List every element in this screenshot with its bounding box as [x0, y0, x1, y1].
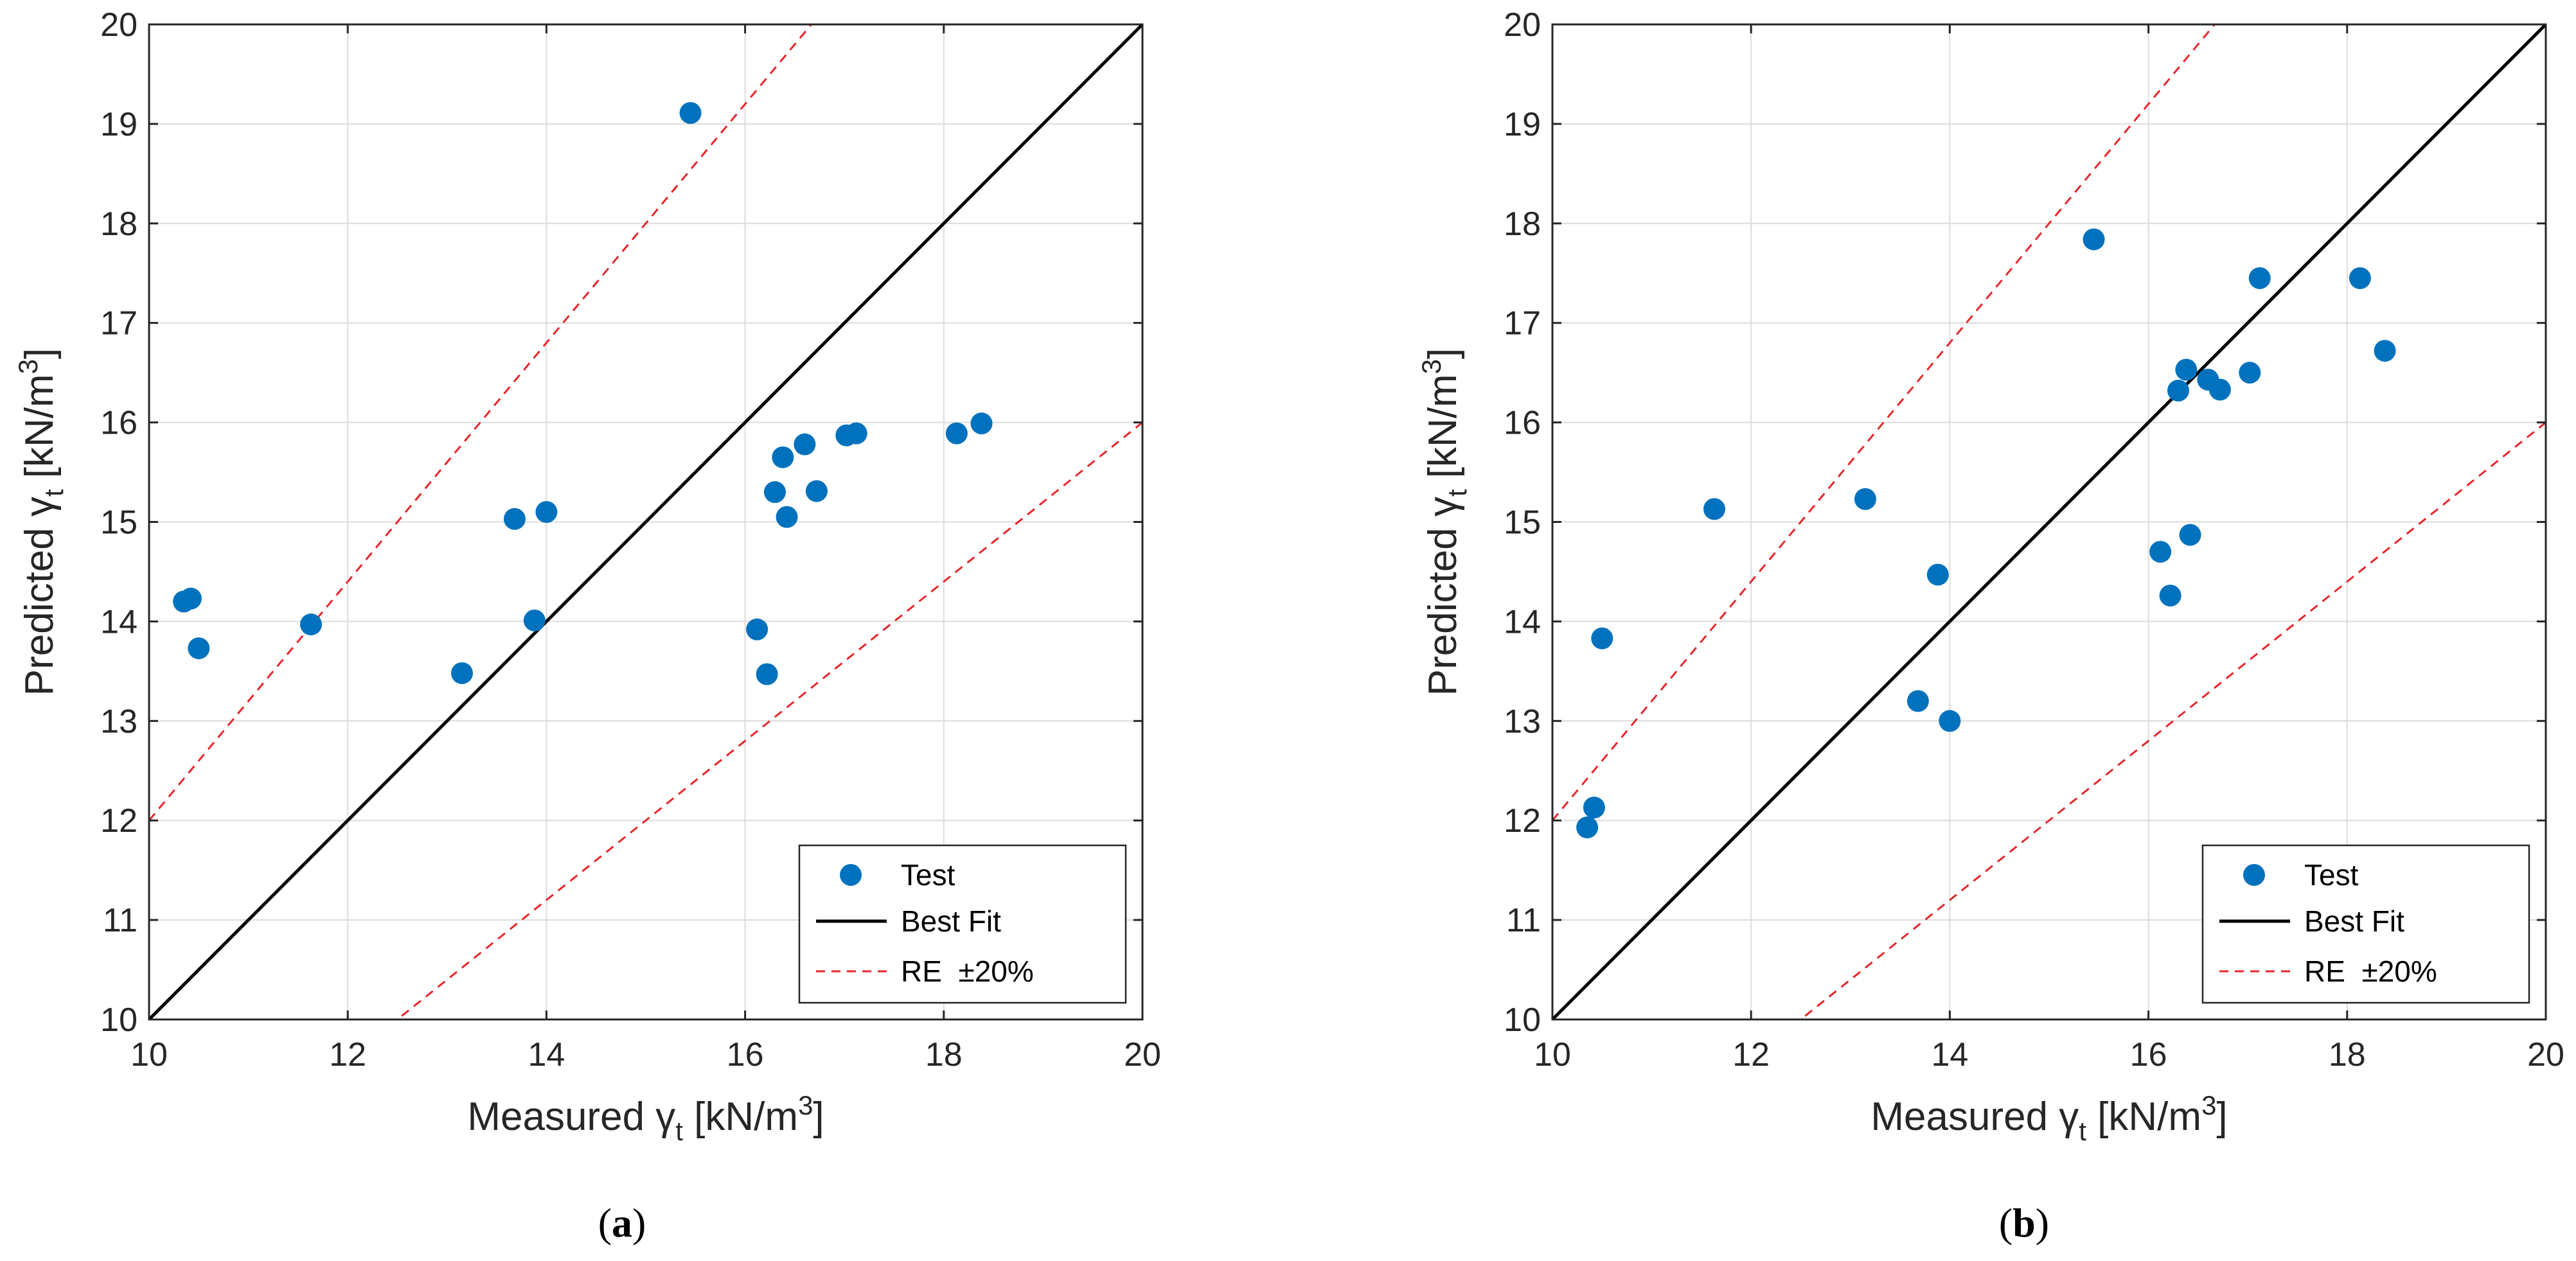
data-point — [1854, 488, 1876, 510]
data-point — [794, 433, 816, 455]
data-point — [763, 481, 786, 504]
data-point — [845, 422, 867, 445]
data-point — [2208, 378, 2231, 401]
data-point — [746, 618, 768, 640]
data-point — [1939, 710, 1961, 732]
y-tick-label: 18 — [100, 206, 138, 243]
data-point — [805, 480, 828, 502]
legend-label-test: Test — [2304, 858, 2359, 892]
panel-caption: (a) — [598, 1200, 646, 1246]
x-tick-label: 18 — [2329, 1036, 2366, 1073]
y-tick-label: 13 — [1504, 703, 1541, 740]
data-point — [756, 663, 778, 685]
y-tick-label: 18 — [1504, 206, 1541, 243]
chart-panel-b: 10 12 14 16 18 20 10 11 12 13 14 15 16 17 18 19 20 Measur… — [1416, 6, 2564, 1246]
data-point — [1583, 797, 1605, 819]
data-point — [945, 422, 968, 445]
re-upper-line — [149, 24, 813, 822]
y-tick-label: 15 — [1504, 504, 1541, 542]
data-point — [188, 637, 210, 660]
y-axis-label: Predicted γt [kN/m3] — [13, 348, 69, 696]
data-point — [772, 446, 794, 468]
re-lower-line — [1799, 421, 2546, 1019]
legend-label-re: RE ±20% — [901, 955, 1034, 988]
data-point — [1703, 498, 1725, 520]
x-tick-label: 10 — [130, 1036, 168, 1073]
y-tick-label: 10 — [100, 1001, 138, 1039]
data-point — [1576, 816, 1599, 839]
y-tick-label: 17 — [100, 305, 138, 342]
y-axis-label: Predicted γt [kN/m3] — [1416, 348, 1472, 696]
y-tick-label: 12 — [1504, 802, 1541, 840]
data-point — [2179, 524, 2201, 546]
chart-panel-a: 10 12 14 16 18 20 10 11 12 13 14 15 16 17 18 19 20 Measur… — [13, 6, 1161, 1246]
legend-marker-test — [840, 864, 862, 886]
best-fit-line — [1552, 24, 2546, 1019]
data-point — [2349, 267, 2371, 289]
x-tick-label: 14 — [1931, 1036, 1968, 1073]
data-point — [535, 501, 558, 524]
data-point — [523, 609, 546, 631]
data-point — [2248, 267, 2271, 289]
y-tick-label: 16 — [1504, 405, 1541, 442]
y-tick-label: 14 — [1504, 603, 1541, 640]
data-point — [2159, 585, 2181, 607]
data-point — [2175, 358, 2198, 381]
y-tick-label: 10 — [1504, 1001, 1541, 1039]
data-point — [299, 613, 322, 636]
y-tick-label: 11 — [1506, 902, 1541, 939]
re-lower-line — [396, 421, 1142, 1019]
legend-marker-test — [2243, 864, 2265, 886]
x-tick-label: 14 — [528, 1036, 565, 1073]
data-point — [179, 587, 202, 610]
best-fit-line — [149, 24, 1142, 1019]
x-tick-label: 20 — [1124, 1036, 1161, 1073]
y-tick-label: 11 — [103, 902, 138, 939]
x-tick-label: 20 — [2527, 1036, 2564, 1073]
data-point — [2083, 228, 2105, 251]
data-point — [679, 101, 702, 124]
x-axis-label: Measured γt [kN/m3] — [467, 1090, 824, 1146]
legend: Test Best Fit RE ±20% — [798, 844, 1127, 1004]
y-tick-label: 20 — [100, 6, 138, 44]
x-tick-label: 16 — [2130, 1036, 2167, 1073]
data-point — [776, 506, 798, 528]
y-tick-label: 15 — [100, 504, 138, 542]
y-tick-label: 20 — [1504, 6, 1541, 44]
y-tick-label: 14 — [100, 603, 138, 640]
data-point — [2374, 340, 2396, 362]
data-point — [2149, 540, 2172, 563]
data-point — [2167, 380, 2189, 402]
data-point — [503, 507, 526, 530]
y-tick-label: 17 — [1504, 305, 1541, 342]
y-tick-label: 12 — [100, 802, 138, 840]
x-tick-label: 10 — [1534, 1036, 1571, 1073]
data-point — [1906, 690, 1929, 712]
panel-caption: (b) — [1999, 1200, 2049, 1246]
re-upper-line — [1552, 24, 2216, 822]
legend-label-test: Test — [901, 858, 955, 892]
y-tick-label: 19 — [1504, 106, 1541, 143]
y-tick-label: 13 — [100, 703, 138, 740]
x-tick-label: 12 — [329, 1036, 366, 1073]
legend-label-best-fit: Best Fit — [2304, 904, 2404, 938]
y-tick-label: 19 — [100, 106, 138, 143]
x-tick-label: 16 — [727, 1036, 764, 1073]
x-tick-label: 18 — [925, 1036, 963, 1073]
data-point — [1591, 627, 1613, 649]
x-axis-label: Measured γt [kN/m3] — [1870, 1090, 2227, 1146]
data-point — [2239, 362, 2261, 384]
data-point — [450, 662, 473, 684]
data-point — [1926, 563, 1949, 586]
legend: Test Best Fit RE ±20% — [2201, 844, 2530, 1004]
legend-label-best-fit: Best Fit — [901, 904, 1001, 938]
legend-label-re: RE ±20% — [2304, 955, 2437, 988]
data-point — [970, 412, 993, 435]
y-tick-label: 16 — [100, 405, 138, 442]
x-tick-label: 12 — [1732, 1036, 1770, 1073]
